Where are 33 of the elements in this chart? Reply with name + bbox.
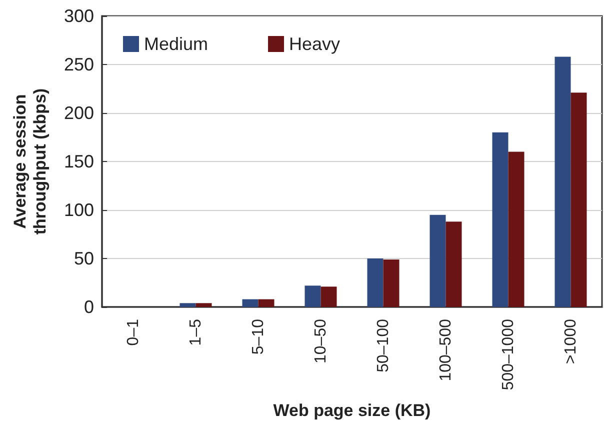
x-tick-label: >1000 [562, 318, 580, 364]
bar [304, 286, 321, 307]
y-tick-label: 0 [84, 297, 94, 317]
bar [258, 299, 274, 307]
y-tick-label: 300 [64, 6, 94, 26]
legend-label: Heavy [289, 34, 340, 54]
x-axis-title: Web page size (KB) [273, 401, 431, 420]
y-tick-label: 100 [64, 200, 94, 220]
bar [320, 286, 337, 307]
bar [180, 303, 196, 307]
bar [383, 259, 400, 307]
bar [492, 132, 508, 307]
bar [446, 222, 462, 307]
x-tick-label: 50–100 [374, 318, 392, 372]
bar [242, 299, 258, 307]
x-tick-label: 5–10 [250, 318, 267, 355]
bar [430, 214, 446, 307]
bar [554, 56, 571, 307]
y-tick-label: 50 [74, 248, 94, 268]
x-tick-label: 10–50 [312, 318, 330, 364]
x-tick-label: 1–5 [187, 318, 204, 346]
bar [508, 152, 524, 307]
y-tick-label: 200 [64, 103, 94, 123]
y-tick-label: 150 [64, 152, 94, 172]
x-tick-label: 100–500 [437, 318, 454, 382]
y-tick-label: 250 [64, 54, 94, 74]
y-axis-title: Average session throughput (kbps) [10, 88, 50, 235]
bar [196, 303, 212, 307]
x-tick-label: 0–1 [124, 318, 142, 346]
x-tick-label: 500–1000 [500, 318, 517, 390]
bar [367, 258, 384, 307]
legend-label: Medium [144, 34, 208, 54]
bar [570, 92, 587, 307]
